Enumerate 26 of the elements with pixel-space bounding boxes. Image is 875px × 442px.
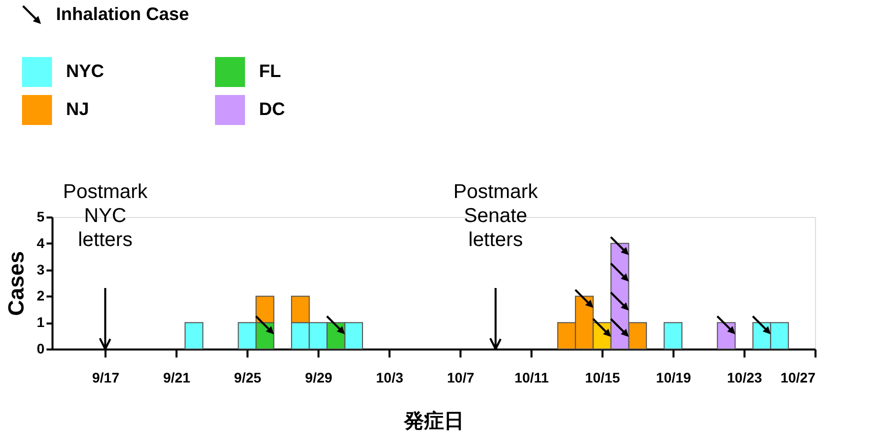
- x-tick-label: 10/3: [376, 370, 404, 386]
- x-tick-label: 10/19: [656, 370, 692, 386]
- legend-label: NJ: [66, 99, 90, 119]
- legend-label: DC: [259, 99, 285, 119]
- y-tick-label: 5: [36, 208, 45, 224]
- x-axis-title: 発症日: [403, 410, 464, 432]
- x-tick-label: 9/29: [305, 370, 332, 386]
- y-tick-label: 2: [36, 288, 45, 304]
- x-tick-label: 10/15: [585, 370, 620, 386]
- x-tick-label: 10/7: [446, 370, 474, 386]
- legend-label: Inhalation Case: [56, 4, 190, 24]
- legend-label: NYC: [66, 61, 104, 81]
- legend-label: FL: [259, 61, 281, 81]
- x-tick-label: 9/21: [163, 370, 191, 386]
- x-tick-label: 10/27: [780, 370, 816, 386]
- y-tick-label: 4: [36, 234, 45, 251]
- y-tick-label: 0: [36, 340, 45, 356]
- x-tick-label: 10/23: [727, 370, 762, 386]
- x-tick-label: 9/17: [92, 370, 120, 386]
- y-axis-title: Cases: [4, 251, 29, 316]
- x-tick-label: 10/11: [514, 370, 549, 386]
- ref-line-label: Postmark NYC letters: [63, 181, 148, 251]
- y-tick-label: 1: [36, 314, 45, 330]
- y-tick-label: 3: [36, 261, 45, 278]
- x-tick-label: 9/25: [234, 370, 262, 386]
- ref-line-label: Postmark Senate letters: [453, 181, 539, 251]
